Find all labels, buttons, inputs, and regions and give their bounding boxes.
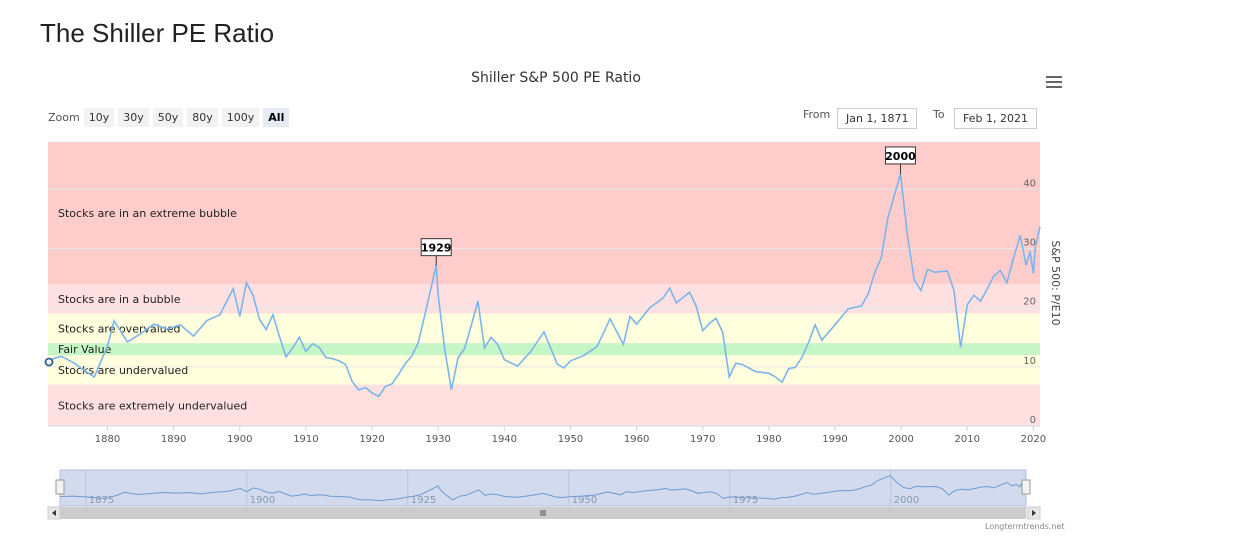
y-tick-label: 40 [1023,178,1036,189]
x-tick-label: 1920 [359,434,384,445]
zoom-10y-button[interactable]: 10y [83,108,115,127]
y-tick-label: 10 [1023,356,1036,367]
navigator-tick-label: 1875 [89,495,114,506]
from-label: From [803,108,831,121]
y-tick-label: 0 [1030,415,1036,426]
zoom-80y-button[interactable]: 80y [187,108,218,127]
navigator-line [59,475,1027,502]
x-tick-label: 1910 [293,434,318,445]
zoom-all-button[interactable]: All [263,108,290,127]
zoom-100y-button[interactable]: 100y [221,108,260,127]
navigator-left-handle[interactable] [55,479,65,495]
zoom-controls: Zoom 10y 30y 50y 80y 100y All [48,108,290,127]
y-tick-label: 30 [1023,238,1036,249]
x-tick-label: 1950 [558,434,583,445]
zoom-label: Zoom [48,111,80,124]
zone-band [48,343,1040,355]
from-date-input[interactable]: Jan 1, 1871 [837,108,918,129]
hamburger-menu-icon[interactable] [1046,76,1062,90]
zone-label: Stocks are extremely undervalued [58,399,247,412]
scroll-right-arrow-icon [1032,510,1036,516]
credit-link[interactable]: Longtermtrends.net [985,522,1065,531]
x-tick-label: 2000 [888,434,913,445]
zone-label: Fair Value [58,343,112,356]
x-tick-label: 2010 [955,434,980,445]
scroll-left-arrow-icon [52,510,56,516]
zoom-50y-button[interactable]: 50y [152,108,184,127]
zone-band [48,142,1040,284]
y-tick-label: 20 [1023,297,1036,308]
x-tick-label: 1970 [690,434,715,445]
navigator-tick-label: 1900 [250,495,275,506]
x-tick-label: 1890 [161,434,186,445]
annotation-label: 2000 [885,150,916,163]
x-tick-label: 1940 [492,434,517,445]
zone-band [48,355,1040,385]
series-start-marker [44,357,54,367]
to-label: To [933,108,945,121]
x-tick-label: 1880 [95,434,120,445]
navigator-tick-label: 1975 [733,495,758,506]
zone-band [48,384,1040,426]
zoom-30y-button[interactable]: 30y [118,108,149,127]
annotation-box [420,238,452,257]
x-tick-label: 1930 [425,434,450,445]
scrollbar-grip-icon [540,510,546,516]
x-tick-label: 1990 [822,434,847,445]
zone-label: Stocks are undervalued [58,364,188,377]
x-tick-label: 1900 [227,434,252,445]
x-tick-label: 1980 [756,434,781,445]
zone-label: Stocks are in an extreme bubble [58,207,237,220]
annotation-box [884,146,916,165]
navigator-tick-label: 1925 [411,495,436,506]
chart-title: Shiller S&P 500 PE Ratio [471,70,641,86]
x-tick-label: 2020 [1021,434,1046,445]
navigator-right-handle[interactable] [1021,479,1031,495]
navigator-tick-label: 2000 [894,495,919,506]
zone-label: Stocks are in a bubble [58,293,181,306]
pe-ratio-line [47,173,1041,398]
navigator-selection[interactable] [59,469,1027,507]
y-axis-label: S&P 500: P/E10 [1049,240,1062,325]
zone-band [48,284,1040,314]
annotation-label: 1929 [421,242,452,255]
navigator-tick-label: 1950 [572,495,597,506]
zone-band [48,313,1040,344]
page-title: The Shiller PE Ratio [40,18,275,48]
to-date-input[interactable]: Feb 1, 2021 [954,108,1037,129]
x-tick-label: 1960 [624,434,649,445]
